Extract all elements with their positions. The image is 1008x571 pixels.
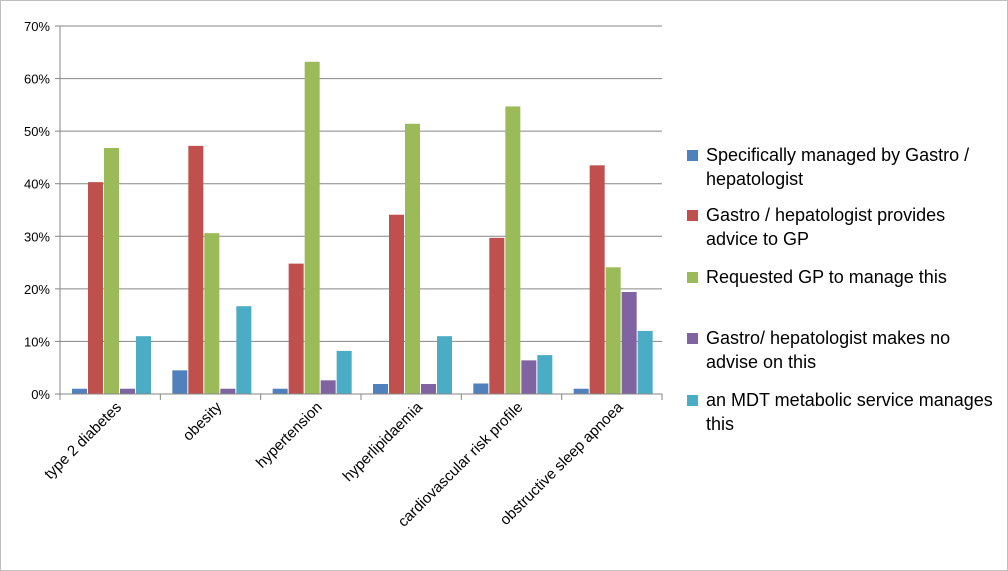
y-tick-label: 70% — [24, 19, 50, 34]
legend-label: Gastro / hepatologist provides advice to… — [706, 205, 946, 249]
legend-swatch — [687, 395, 698, 406]
y-tick-label: 60% — [24, 72, 50, 87]
bar — [188, 145, 204, 394]
y-tick-label: 0% — [31, 387, 50, 402]
legend-swatch — [687, 210, 698, 221]
bar — [104, 147, 119, 394]
bar — [589, 165, 605, 394]
legend-item-mdt-service: an MDT metabolic service manages this — [687, 388, 996, 436]
legend-item-advice-to-gp: Gastro / hepatologist provides advice to… — [687, 203, 996, 251]
x-tick-label: obesity — [180, 398, 226, 444]
legend-label: an MDT metabolic service manages this — [706, 390, 993, 434]
bar — [473, 383, 489, 394]
bar — [172, 370, 188, 394]
legend-swatch — [687, 272, 698, 283]
legend-item-gp-manage: Requested GP to manage this — [687, 265, 996, 289]
y-tick-label: 30% — [24, 229, 50, 244]
bar — [437, 336, 452, 394]
y-axis-ticks: 0% 10% 20% 30% 40% 50% 60% 70% — [24, 19, 50, 402]
y-tick-label: 10% — [24, 334, 50, 349]
legend-item-gastro-managed: Specifically managed by Gastro / hepatol… — [687, 143, 996, 191]
bar — [605, 267, 621, 394]
bar — [236, 306, 252, 394]
legend-label: Gastro/ hepatologist makes no advise on … — [706, 328, 951, 372]
bar — [405, 123, 420, 394]
bar — [88, 182, 103, 394]
x-tick-label: type 2 diabetes — [41, 399, 125, 483]
bar — [320, 380, 336, 394]
bar — [421, 384, 436, 394]
legend-swatch — [687, 150, 698, 161]
x-tick-label: hypertension — [253, 399, 326, 472]
bar — [72, 388, 87, 394]
x-axis-labels: type 2 diabetes obesity hypertension hyperl… — [41, 398, 627, 530]
bar — [304, 61, 320, 395]
bar — [489, 237, 505, 394]
y-tick-label: 40% — [24, 177, 50, 192]
bar — [120, 388, 135, 394]
bar — [537, 355, 553, 394]
legend-label: Specifically managed by Gastro / hepatol… — [706, 145, 970, 189]
bar — [288, 263, 304, 394]
y-tick-label: 50% — [24, 124, 50, 139]
bar — [521, 360, 537, 394]
bar — [220, 388, 236, 394]
gridlines — [55, 25, 662, 395]
legend-label: Requested GP to manage this — [706, 267, 947, 287]
bars — [72, 61, 653, 395]
bar — [505, 106, 521, 394]
y-tick-label: 20% — [24, 282, 50, 297]
legend-item-no-advice: Gastro/ hepatologist makes no advise on … — [687, 326, 996, 374]
bar — [621, 292, 637, 394]
bar — [573, 388, 589, 394]
axes — [59, 26, 663, 400]
bar — [204, 233, 220, 394]
bar — [373, 384, 388, 394]
bar — [637, 330, 653, 394]
bar — [272, 388, 288, 394]
x-tick-label: hyperlipidaemia — [340, 398, 427, 485]
bar — [336, 350, 352, 394]
bar — [389, 214, 404, 394]
legend-swatch — [687, 333, 698, 344]
bar — [136, 336, 151, 394]
